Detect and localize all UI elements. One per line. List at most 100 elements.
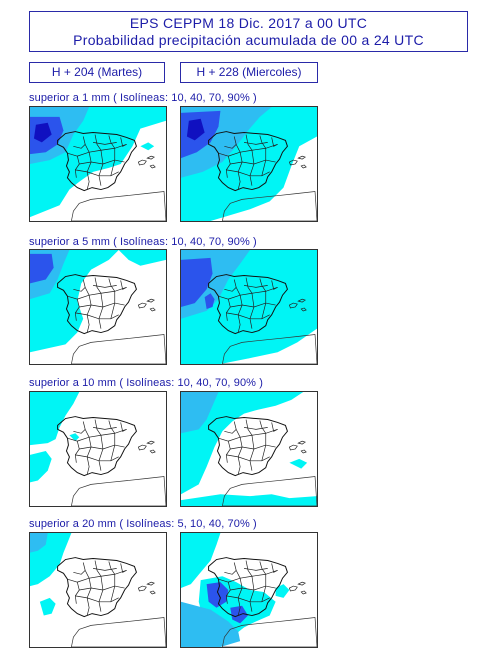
province-border: [259, 561, 267, 575]
balearic-island: [149, 590, 156, 595]
map-panel-10mm-h204: [29, 391, 167, 507]
probability-area: [33, 122, 52, 143]
column-label-h204: H + 204 (Martes): [29, 62, 165, 83]
balearic-island: [149, 164, 156, 169]
province-border: [108, 561, 116, 575]
probability-area: [206, 582, 229, 608]
province-border: [245, 560, 253, 577]
province-border: [259, 135, 267, 149]
province-border: [110, 574, 116, 602]
province-border: [82, 421, 90, 438]
province-border: [86, 152, 92, 190]
probability-area: [30, 450, 52, 483]
iberia-coastline: [57, 131, 137, 192]
africa-coastline: [71, 334, 166, 364]
probability-area: [30, 392, 80, 446]
province-border: [67, 578, 80, 604]
province-border: [110, 433, 116, 461]
province-border: [79, 585, 125, 591]
province-border: [218, 578, 231, 604]
province-border: [261, 148, 267, 176]
province-border: [108, 420, 116, 434]
africa-coastline: [222, 334, 317, 364]
balearic-island: [137, 159, 147, 166]
province-border: [245, 277, 253, 294]
province-border: [233, 421, 241, 438]
balearic-island: [300, 307, 307, 312]
province-border: [249, 576, 255, 612]
province-border: [228, 429, 278, 442]
province-border: [94, 134, 102, 151]
row-label-1mm: superior a 1 mm ( Isolíneas: 10, 40, 70,…: [29, 92, 257, 104]
province-border: [228, 570, 278, 583]
probability-area: [289, 458, 308, 469]
balearic-island: [137, 444, 147, 451]
balearic-island: [300, 164, 307, 169]
province-border: [259, 278, 267, 292]
province-border: [82, 562, 90, 579]
province-border: [120, 137, 127, 147]
iberia-coastline: [208, 131, 288, 192]
balearic-island: [137, 302, 147, 309]
africa-coastline: [71, 617, 166, 647]
iberia-coastline: [57, 557, 137, 618]
province-border: [271, 422, 278, 432]
balearic-island: [297, 298, 306, 303]
province-border: [244, 427, 268, 430]
probability-area: [186, 118, 205, 141]
province-border: [67, 437, 80, 463]
probability-map: [30, 250, 166, 364]
map-panel-5mm-h228: [180, 249, 318, 365]
column-label-h228: H + 228 (Miercoles): [180, 62, 318, 83]
row-label-5mm: superior a 5 mm ( Isolíneas: 10, 40, 70,…: [29, 236, 257, 248]
title-box: EPS CEPPM 18 Dic. 2017 a 00 UTC Probabil…: [29, 11, 468, 52]
province-border: [77, 287, 127, 300]
probability-area: [181, 533, 221, 589]
province-border: [98, 150, 104, 186]
province-border: [77, 429, 127, 442]
province-border: [93, 568, 117, 571]
iberia-coastline: [208, 416, 288, 477]
iberia-coastline: [57, 274, 137, 335]
title-line-1: EPS CEPPM 18 Dic. 2017 a 00 UTC: [129, 15, 368, 31]
iberia-coastline: [208, 557, 288, 618]
map-panel-1mm-h228: [180, 106, 318, 222]
province-border: [245, 419, 253, 436]
map-panel-5mm-h204: [29, 249, 167, 365]
province-border: [94, 419, 102, 436]
province-border: [94, 277, 102, 294]
balearic-island: [288, 302, 298, 309]
province-border: [245, 134, 253, 151]
balearic-island: [300, 449, 307, 454]
province-border: [93, 285, 117, 288]
province-border: [110, 291, 116, 319]
balearic-island: [149, 307, 156, 312]
balearic-island: [297, 155, 306, 160]
province-border: [93, 427, 117, 430]
probability-area: [181, 494, 317, 506]
map-panel-20mm-h204: [29, 532, 167, 648]
province-border: [244, 568, 268, 571]
map-panel-20mm-h228: [180, 532, 318, 648]
probability-map: [181, 107, 317, 221]
province-border: [233, 279, 241, 296]
province-border: [73, 144, 86, 149]
probability-map: [181, 392, 317, 506]
province-border: [230, 444, 276, 450]
map-panel-10mm-h228: [180, 391, 318, 507]
province-border: [67, 295, 80, 321]
province-border: [93, 142, 117, 145]
probability-area: [140, 142, 155, 151]
province-border: [259, 420, 267, 434]
balearic-island: [137, 585, 147, 592]
africa-coastline: [222, 476, 317, 506]
province-border: [233, 562, 241, 579]
province-border: [218, 152, 231, 178]
province-border: [271, 137, 278, 147]
province-border: [108, 135, 116, 149]
province-border: [244, 142, 268, 145]
africa-coastline: [222, 191, 317, 221]
probability-map: [181, 533, 317, 647]
probability-area: [118, 250, 166, 266]
province-border: [237, 578, 243, 616]
